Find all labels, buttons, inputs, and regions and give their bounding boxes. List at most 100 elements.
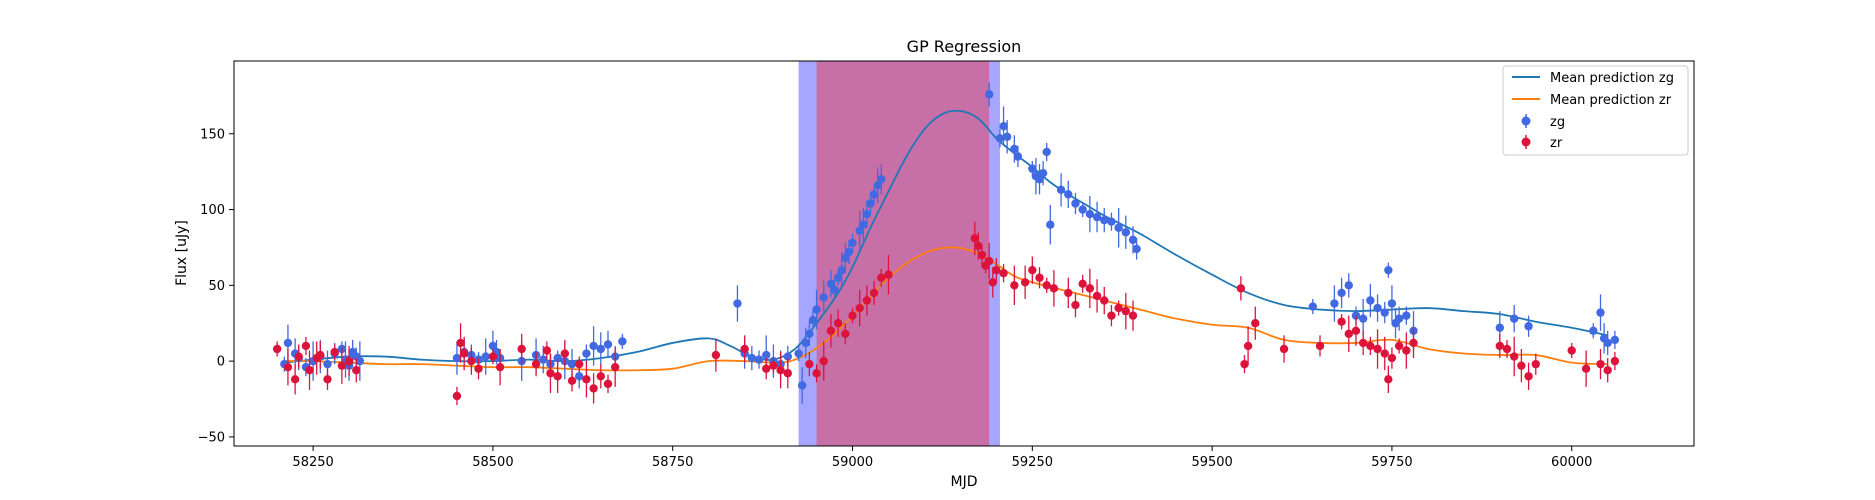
zr-point xyxy=(272,344,282,354)
zr-point xyxy=(517,344,526,354)
zg-point xyxy=(801,338,810,348)
zg-point xyxy=(355,356,365,366)
zr-point xyxy=(740,344,749,354)
zg-point xyxy=(575,372,584,381)
zr-point xyxy=(769,361,778,370)
zr-point xyxy=(877,273,886,282)
zg-point xyxy=(1128,235,1138,245)
zr-point xyxy=(1402,346,1411,355)
zr-point xyxy=(603,379,613,389)
zr-point xyxy=(495,362,505,372)
zg-point xyxy=(826,279,836,289)
zg-point xyxy=(841,253,850,263)
data-points xyxy=(272,82,1620,406)
zg-point xyxy=(1010,144,1019,154)
zr-point xyxy=(290,375,300,384)
zr-point xyxy=(1042,281,1051,290)
zr-point xyxy=(783,369,792,378)
zr-point xyxy=(1603,366,1612,375)
zr-point xyxy=(344,356,354,366)
legend-label-mean-zg: Mean prediction zg xyxy=(1550,71,1674,86)
zr-point xyxy=(323,375,332,384)
zr-point xyxy=(575,359,584,369)
legend-box xyxy=(1502,65,1689,156)
zr-point xyxy=(1071,300,1080,310)
legend-marker-zg xyxy=(1521,116,1531,126)
zr-point xyxy=(833,319,843,328)
zr-point xyxy=(1243,341,1253,351)
zg-point xyxy=(848,238,857,248)
zg-point xyxy=(1085,209,1095,219)
zg-point xyxy=(762,350,771,360)
zr-point xyxy=(1128,311,1138,320)
zg-point xyxy=(1028,164,1037,173)
zg-point xyxy=(754,355,764,364)
y-tick-label: −50 xyxy=(198,430,225,445)
zr-point xyxy=(1240,359,1249,369)
zg-point xyxy=(862,209,872,219)
zr-point xyxy=(805,359,814,369)
zg-point xyxy=(1344,281,1353,290)
zr-point xyxy=(1078,279,1087,289)
zr-point xyxy=(488,352,498,361)
zr-point xyxy=(1387,353,1397,363)
x-tick-label: 59750 xyxy=(1371,455,1412,470)
zr-point xyxy=(1581,364,1591,373)
y-tick-label: 100 xyxy=(200,203,225,218)
y-tick-label: 0 xyxy=(217,355,225,370)
y-tick-label: 50 xyxy=(208,279,225,294)
zr-point xyxy=(452,391,462,401)
zg-point xyxy=(603,340,613,349)
zg-point xyxy=(596,344,605,354)
zr-point xyxy=(1279,344,1289,354)
zg-point xyxy=(1308,302,1318,311)
zr-point xyxy=(560,349,570,358)
zg-point xyxy=(797,381,807,390)
zg-point xyxy=(1064,190,1073,199)
zg-point xyxy=(859,220,868,229)
zg-point xyxy=(1330,299,1339,308)
zr-point xyxy=(1567,346,1576,355)
zr-point xyxy=(970,234,979,243)
zg-point xyxy=(833,273,843,282)
zr-point xyxy=(841,329,850,339)
mean-prediction-line-zr xyxy=(284,246,1608,372)
zg-point xyxy=(1132,244,1141,254)
zr-point xyxy=(1394,341,1404,351)
zg-point xyxy=(794,349,803,358)
zg-point xyxy=(283,338,293,348)
zr-point xyxy=(1366,341,1375,351)
zr-point xyxy=(1107,311,1116,320)
zg-point xyxy=(1038,168,1048,178)
zg-point xyxy=(1589,326,1598,336)
zr-point xyxy=(776,366,785,375)
zr-point xyxy=(582,375,591,384)
zg-point xyxy=(844,247,854,257)
zr-point xyxy=(1358,338,1368,348)
zg-point xyxy=(819,293,828,302)
zg-point xyxy=(1524,322,1533,331)
zr-point xyxy=(474,364,483,373)
zr-point xyxy=(1524,372,1533,381)
zg-point xyxy=(873,181,882,190)
zr-point xyxy=(1121,306,1131,316)
zr-point xyxy=(589,384,598,393)
zr-point xyxy=(1384,375,1393,384)
zg-point xyxy=(1351,311,1361,320)
zg-point xyxy=(1366,296,1375,305)
zg-point xyxy=(589,341,598,351)
zr-point xyxy=(1502,344,1512,354)
zg-point xyxy=(1610,335,1620,345)
zr-point xyxy=(1100,296,1109,305)
zg-point xyxy=(830,285,839,295)
zr-point xyxy=(459,349,469,358)
zr-point xyxy=(862,296,872,305)
zr-point xyxy=(337,361,347,370)
zr-point xyxy=(294,352,303,361)
zg-point xyxy=(1002,132,1012,141)
zr-point xyxy=(1531,359,1540,369)
plot-frame xyxy=(233,60,1695,447)
zr-point xyxy=(542,346,552,355)
zg-point xyxy=(1402,311,1411,320)
zg-point xyxy=(733,299,742,308)
